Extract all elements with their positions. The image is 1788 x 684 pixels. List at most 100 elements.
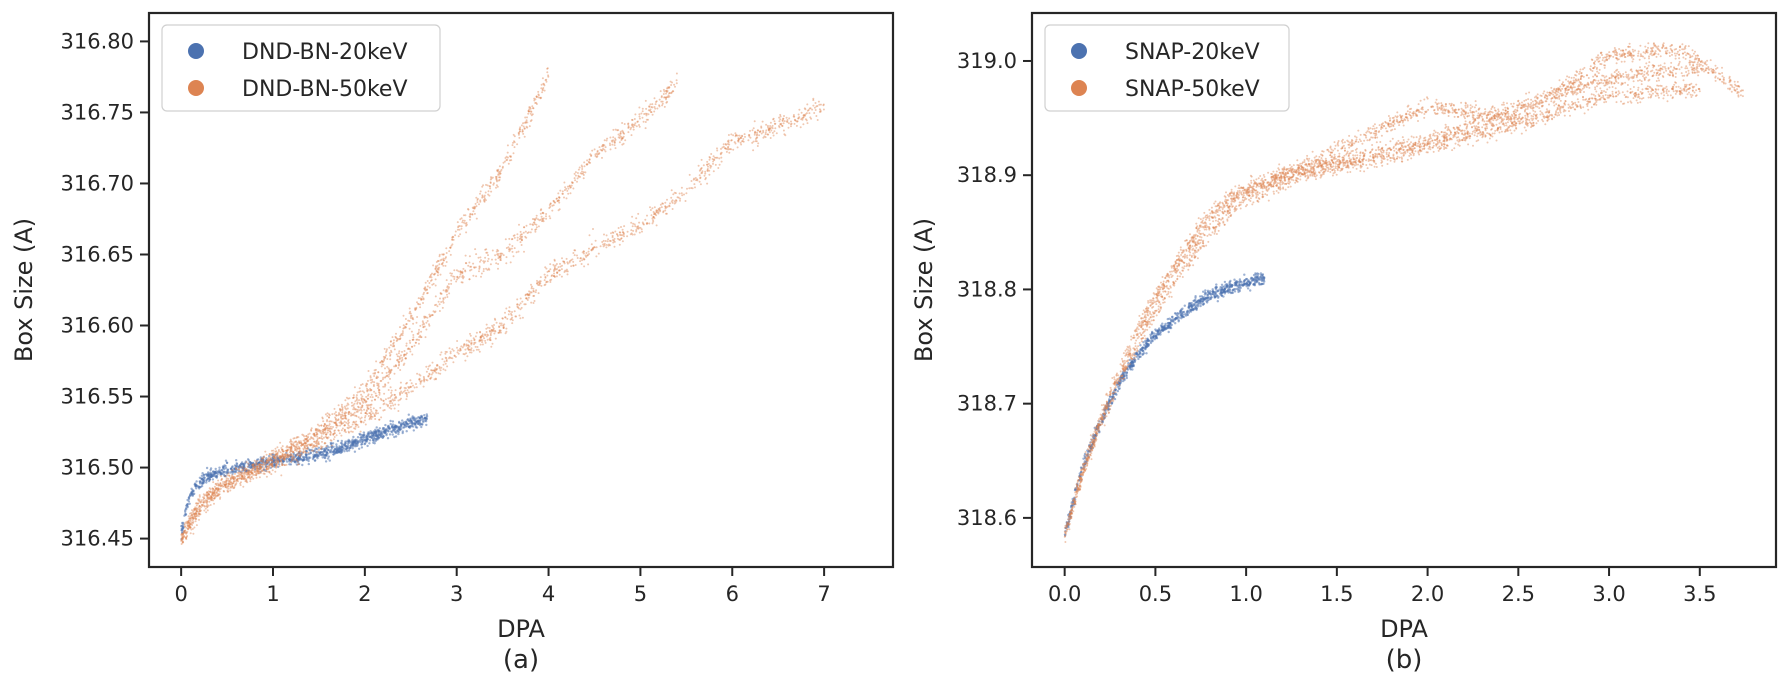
point (671, 90, 674, 93)
point (699, 176, 702, 179)
point (341, 409, 344, 412)
point (373, 375, 376, 377)
point (395, 425, 398, 428)
point (353, 407, 356, 410)
point (424, 281, 427, 284)
point (344, 417, 347, 420)
point (206, 503, 209, 506)
point (537, 218, 539, 221)
point (613, 239, 615, 242)
point (229, 486, 232, 489)
point (244, 467, 247, 470)
point (456, 346, 458, 349)
point (360, 420, 363, 423)
point (189, 522, 192, 525)
point (408, 339, 411, 342)
point (457, 270, 460, 273)
point (327, 424, 330, 427)
point (269, 462, 272, 466)
point (393, 348, 396, 351)
point (428, 373, 431, 376)
point (499, 258, 502, 261)
point (436, 264, 439, 267)
point (523, 127, 526, 130)
point (512, 234, 515, 237)
point (423, 380, 426, 383)
point (499, 259, 502, 262)
point (369, 387, 372, 390)
point (359, 390, 362, 393)
point (366, 389, 369, 392)
point (180, 533, 183, 536)
point (394, 403, 397, 406)
point (339, 413, 342, 416)
point (239, 473, 242, 476)
point (518, 136, 521, 139)
point (283, 464, 286, 466)
point (343, 412, 346, 415)
point (529, 223, 532, 226)
point (415, 420, 418, 424)
point (409, 350, 412, 353)
point (258, 461, 261, 465)
point (252, 463, 255, 466)
point (313, 434, 316, 437)
point (330, 445, 333, 449)
point (767, 127, 770, 130)
point (486, 338, 489, 341)
point (250, 465, 253, 469)
point (193, 508, 196, 511)
point (432, 264, 435, 267)
point (438, 310, 441, 312)
point (471, 206, 474, 209)
point (275, 453, 278, 456)
point (528, 110, 530, 113)
point (525, 125, 528, 128)
point (300, 458, 303, 461)
point (469, 265, 472, 268)
point (390, 340, 392, 343)
point (665, 91, 668, 93)
point (243, 471, 246, 474)
point (361, 406, 364, 409)
point (240, 478, 243, 481)
point (287, 446, 289, 449)
point (464, 270, 467, 273)
point (384, 357, 386, 359)
point (268, 459, 271, 462)
point (403, 386, 406, 389)
point (647, 118, 649, 121)
point (366, 444, 369, 448)
point (460, 225, 463, 228)
point (318, 443, 321, 445)
point (445, 357, 448, 360)
point (265, 459, 268, 462)
point (547, 74, 550, 77)
point (335, 422, 338, 425)
point (532, 287, 535, 290)
point (454, 230, 457, 233)
point (346, 402, 349, 405)
point (220, 479, 223, 482)
point (649, 109, 651, 112)
point (462, 214, 465, 217)
point (351, 423, 354, 426)
point (190, 523, 193, 525)
point (313, 432, 316, 435)
point (265, 462, 269, 465)
point (381, 361, 384, 363)
point (296, 460, 299, 463)
point (198, 494, 201, 497)
point (489, 336, 492, 339)
point (482, 268, 485, 270)
point (534, 230, 537, 233)
point (397, 426, 401, 430)
point (621, 129, 624, 132)
point (596, 153, 599, 156)
point (467, 339, 470, 342)
point (184, 510, 187, 513)
point (211, 491, 214, 494)
point (362, 398, 365, 400)
point (498, 326, 501, 329)
point (296, 452, 299, 455)
